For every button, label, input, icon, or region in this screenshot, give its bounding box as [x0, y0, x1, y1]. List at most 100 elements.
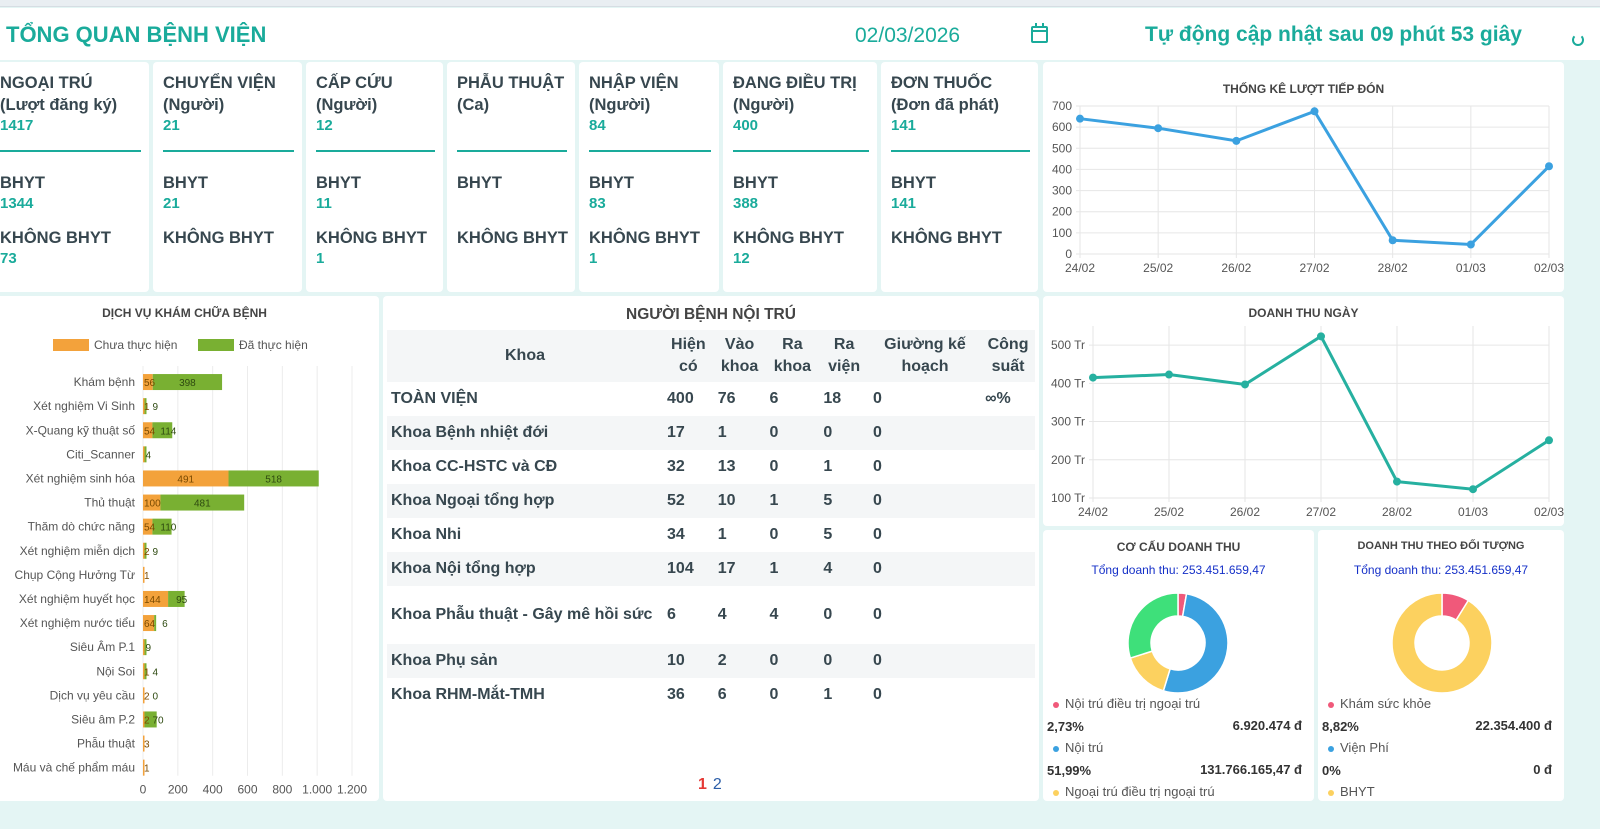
- legend-label[interactable]: Chưa thực hiện: [94, 338, 177, 352]
- date-display[interactable]: 02/03/2026: [855, 24, 961, 47]
- bar-done[interactable]: [144, 446, 147, 463]
- col-header[interactable]: Ra khoa: [765, 330, 820, 382]
- bar-pending[interactable]: [143, 759, 145, 776]
- bar-pending[interactable]: [143, 470, 229, 487]
- bar-pending[interactable]: [143, 542, 145, 559]
- data-point[interactable]: [1165, 370, 1173, 379]
- y-tick-label: 500: [1052, 141, 1072, 155]
- bhyt-label: BHYT: [733, 174, 778, 192]
- refresh-icon[interactable]: [1572, 34, 1584, 46]
- page-2[interactable]: 2: [712, 776, 722, 793]
- data-point[interactable]: [1317, 332, 1325, 341]
- table-row[interactable]: Khoa Ngoại tổng hợp 52 10 1 5 0: [387, 484, 1035, 518]
- legend-item[interactable]: Nội trú điều trị ngoại trú: [1053, 696, 1200, 711]
- bar-pending[interactable]: [143, 518, 153, 535]
- legend-item[interactable]: Ngoại trú điều trị ngoại trú: [1053, 784, 1215, 799]
- table-row[interactable]: Khoa Nhi 34 1 0 5 0: [387, 518, 1035, 552]
- data-point[interactable]: [1089, 373, 1097, 382]
- col-header[interactable]: Công suất: [981, 330, 1035, 382]
- donut-slice[interactable]: [1391, 592, 1493, 694]
- data-point[interactable]: [1388, 236, 1397, 245]
- bar-done[interactable]: [144, 542, 147, 559]
- table-row[interactable]: Khoa Bệnh nhiệt đới 17 1 0 0 0: [387, 416, 1035, 450]
- bar-label-done: 9: [153, 547, 159, 558]
- donut-slice[interactable]: [1127, 592, 1179, 660]
- data-point[interactable]: [1310, 107, 1319, 116]
- bar-pending[interactable]: [143, 398, 145, 415]
- bar-done[interactable]: [144, 639, 147, 656]
- donut-slice[interactable]: [1162, 592, 1229, 694]
- bar-label-done: 398: [179, 378, 196, 389]
- bar-pending[interactable]: [143, 422, 153, 439]
- revenue-chart: 100 Tr 200 Tr 300 Tr 400 Tr 500 Tr 24/02 25/02…: [1051, 326, 1564, 519]
- bar-done[interactable]: [154, 615, 157, 632]
- table-cell: [981, 552, 1035, 586]
- bar-done[interactable]: [152, 518, 172, 535]
- bar-pending[interactable]: [143, 687, 145, 704]
- donut-slice[interactable]: [1129, 650, 1172, 692]
- bar-pending[interactable]: [143, 639, 145, 656]
- bar-done[interactable]: [160, 494, 245, 511]
- page-1[interactable]: 1: [698, 776, 707, 793]
- data-point[interactable]: [1232, 136, 1241, 145]
- table-cell: 1: [713, 416, 766, 450]
- col-header[interactable]: Khoa: [387, 330, 664, 382]
- table-row[interactable]: Khoa Nội tổng hợp 104 17 1 4 0: [387, 552, 1035, 586]
- data-point[interactable]: [1545, 436, 1553, 445]
- table-row[interactable]: Khoa RHM-Mắt-TMH 36 6 0 1 0: [387, 678, 1035, 712]
- data-point[interactable]: [1076, 114, 1084, 123]
- bar-pending[interactable]: [143, 446, 145, 463]
- bar-done[interactable]: [152, 374, 223, 391]
- calendar-icon[interactable]: [1031, 23, 1048, 43]
- data-point[interactable]: [1545, 162, 1553, 171]
- col-header[interactable]: Giường kế hoạch: [868, 330, 982, 382]
- stat-card-in-treatment: ĐANG ĐIỀU TRỊ (Người) 400 BHYT 388 KHÔNG …: [723, 62, 877, 292]
- stat-card-prescription: ĐƠN THUỐC (Đơn đã phát) 141 BHYT 141 KHÔN…: [881, 62, 1038, 292]
- bar-pending[interactable]: [143, 590, 169, 607]
- bar-pending[interactable]: [143, 663, 145, 680]
- cell-department: Khoa Bệnh nhiệt đới: [387, 416, 664, 450]
- legend-item[interactable]: Khám sức khỏe: [1328, 696, 1431, 711]
- data-point[interactable]: [1241, 380, 1249, 389]
- col-header[interactable]: Vào khoa: [713, 330, 766, 382]
- data-point[interactable]: [1469, 485, 1477, 494]
- legend-amount: 6.920.474 đ: [1232, 718, 1302, 733]
- table-cell: 34: [667, 526, 685, 543]
- bar-pending[interactable]: [143, 374, 153, 391]
- table-row[interactable]: Khoa Phụ sản 10 2 0 0 0: [387, 644, 1035, 678]
- legend-swatch-done[interactable]: [198, 339, 234, 351]
- bar-pending[interactable]: [143, 735, 145, 752]
- table-row[interactable]: TOÀN VIỆN 400 76 6 18 0 ∞%: [387, 382, 1035, 416]
- legend-swatch-pending[interactable]: [53, 339, 89, 351]
- bar-done[interactable]: [152, 422, 173, 439]
- table-cell: 4: [819, 552, 869, 586]
- table-row[interactable]: Khoa Phẫu thuật - Gây mê hồi sức 6 4 4 0 0: [387, 586, 1035, 644]
- bar-done[interactable]: [144, 711, 157, 728]
- bar-done[interactable]: [168, 590, 185, 607]
- bar-done[interactable]: [228, 470, 319, 487]
- bar-done[interactable]: [144, 663, 147, 680]
- bhyt-value: 83: [589, 195, 606, 212]
- y-tick-label: 200 Tr: [1051, 453, 1085, 467]
- data-point[interactable]: [1393, 477, 1401, 486]
- bar-pending[interactable]: [143, 615, 155, 632]
- col-header[interactable]: Hiện có: [663, 330, 714, 382]
- data-point[interactable]: [1466, 240, 1475, 249]
- bar-pending[interactable]: [143, 711, 145, 728]
- data-point[interactable]: [1154, 124, 1163, 133]
- col-header[interactable]: Ra viện: [819, 330, 869, 382]
- legend-label[interactable]: Đã thực hiện: [239, 338, 308, 352]
- legend-item[interactable]: Viện Phí: [1328, 740, 1389, 755]
- bar-label-pending: 1: [144, 402, 150, 413]
- category-label: Xét nghiệm huyết học: [19, 592, 135, 606]
- x-tick-label: 02/03: [1534, 505, 1564, 519]
- bar-pending[interactable]: [143, 566, 145, 583]
- bar-pending[interactable]: [143, 494, 161, 511]
- category-label: Xét nghiệm Vi Sinh: [33, 399, 135, 413]
- legend-amount: 131.766.165,47 đ: [1200, 762, 1302, 777]
- table-row[interactable]: Khoa CC-HSTC và CĐ 32 13 0 1 0: [387, 450, 1035, 484]
- bar-done[interactable]: [144, 398, 147, 415]
- legend-item[interactable]: Nội trú: [1053, 740, 1103, 755]
- legend-item[interactable]: BHYT: [1328, 784, 1375, 799]
